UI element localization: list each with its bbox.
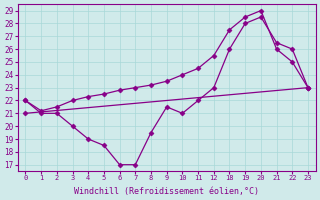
X-axis label: Windchill (Refroidissement éolien,°C): Windchill (Refroidissement éolien,°C) [74,187,259,196]
